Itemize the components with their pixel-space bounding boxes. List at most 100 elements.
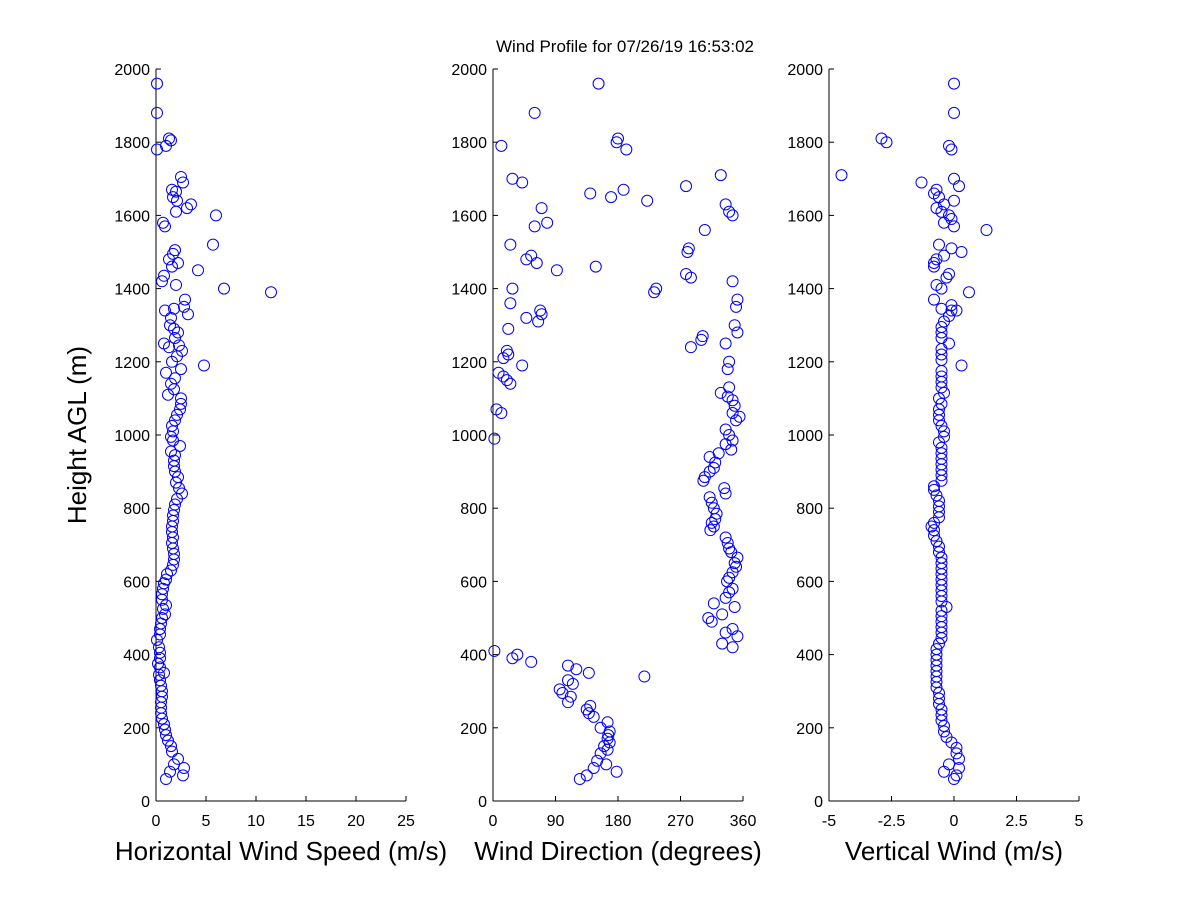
y-tick-label: 1000	[114, 428, 150, 445]
panel-direction: 02004006008001000120014001600180020000 90…	[451, 62, 761, 866]
data-point	[732, 294, 743, 305]
data-point	[595, 722, 606, 733]
data-point	[720, 338, 731, 349]
data-point	[681, 268, 692, 279]
y-tick-label: 1800	[451, 135, 487, 152]
data-point	[595, 748, 606, 759]
data-point	[152, 78, 163, 89]
data-point	[717, 638, 728, 649]
data-point	[606, 192, 617, 203]
x-tick-label: 5	[1075, 813, 1084, 830]
data-point	[949, 78, 960, 89]
x-tick-label: 180	[605, 813, 632, 830]
data-point	[936, 303, 947, 314]
data-point	[512, 649, 523, 660]
x-tick-label: 0	[489, 813, 498, 830]
x-tick-label: 5	[202, 813, 211, 830]
data-point	[171, 206, 182, 217]
data-point	[533, 316, 544, 327]
data-point	[651, 283, 662, 294]
y-tick-label: 2000	[787, 62, 823, 79]
data-point	[949, 774, 960, 785]
data-point	[529, 221, 540, 232]
y-tick-label: 200	[123, 721, 150, 738]
x-tick-label: 15	[297, 813, 315, 830]
data-point	[715, 387, 726, 398]
data-point	[621, 144, 632, 155]
x-tick-label: 10	[247, 813, 265, 830]
data-point	[727, 642, 738, 653]
data-point	[724, 356, 735, 367]
data-point	[946, 144, 957, 155]
x-axis-label-speed: Horizontal Wind Speed (m/s)	[115, 836, 447, 866]
data-point	[498, 353, 509, 364]
y-tick-label: 0	[478, 794, 487, 811]
y-tick-label: 800	[123, 501, 150, 518]
data-point	[949, 221, 960, 232]
data-point	[954, 181, 965, 192]
data-point	[916, 177, 927, 188]
data-point	[193, 265, 204, 276]
x-tick-label: 25	[397, 813, 415, 830]
data-point	[697, 331, 708, 342]
data-point	[493, 367, 504, 378]
data-point	[964, 287, 975, 298]
y-tick-label: 1400	[451, 282, 487, 299]
data-point	[507, 173, 518, 184]
data-point	[639, 671, 650, 682]
x-tick-label: 360	[730, 813, 757, 830]
x-tick-label: -2.5	[878, 813, 906, 830]
data-point	[717, 609, 728, 620]
data-point	[542, 217, 553, 228]
data-point	[505, 239, 516, 250]
data-point	[590, 261, 601, 272]
data-point	[729, 320, 740, 331]
data-point	[167, 184, 178, 195]
data-point	[521, 254, 532, 265]
y-tick-label: 400	[796, 648, 823, 665]
data-point	[496, 140, 507, 151]
data-point	[732, 327, 743, 338]
data-point	[956, 360, 967, 371]
data-point	[152, 144, 163, 155]
y-tick-label: 2000	[114, 62, 150, 79]
data-point	[588, 711, 599, 722]
y-tick-label: 800	[460, 501, 487, 518]
data-point	[199, 360, 210, 371]
data-point	[167, 261, 178, 272]
data-point	[581, 770, 592, 781]
data-point	[836, 170, 847, 181]
y-axis-label: Height AGL (m)	[62, 346, 92, 524]
data-point	[946, 243, 957, 254]
figure-title: Wind Profile for 07/26/19 16:53:02	[496, 37, 754, 56]
y-tick-label: 1400	[114, 282, 150, 299]
data-point	[176, 364, 187, 375]
data-point	[683, 243, 694, 254]
data-point	[944, 268, 955, 279]
data-point	[219, 283, 230, 294]
data-point	[939, 766, 950, 777]
data-point	[944, 140, 955, 151]
data-point	[152, 107, 163, 118]
data-point	[161, 367, 172, 378]
data-point	[713, 448, 724, 459]
data-point	[505, 298, 516, 309]
data-point	[931, 184, 942, 195]
y-tick-label: 1600	[451, 208, 487, 225]
data-point	[720, 199, 731, 210]
data-point	[944, 759, 955, 770]
x-tick-label: -5	[822, 813, 836, 830]
data-point	[529, 107, 540, 118]
data-point	[593, 78, 604, 89]
data-point	[503, 323, 514, 334]
data-point	[585, 188, 596, 199]
y-tick-label: 400	[460, 648, 487, 665]
data-point	[642, 195, 653, 206]
y-tick-label: 1800	[114, 135, 150, 152]
data-point	[266, 287, 277, 298]
data-point	[720, 627, 731, 638]
y-tick-label: 1600	[114, 208, 150, 225]
y-tick-label: 1800	[787, 135, 823, 152]
y-tick-label: 600	[460, 574, 487, 591]
data-point	[507, 653, 518, 664]
